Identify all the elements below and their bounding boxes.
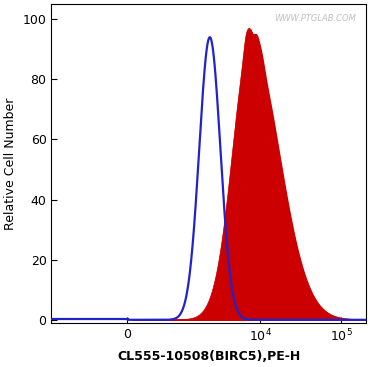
Y-axis label: Relative Cell Number: Relative Cell Number <box>4 97 17 230</box>
X-axis label: CL555-10508(BIRC5),PE-H: CL555-10508(BIRC5),PE-H <box>117 350 300 363</box>
Text: WWW.PTGLAB.COM: WWW.PTGLAB.COM <box>275 14 356 23</box>
